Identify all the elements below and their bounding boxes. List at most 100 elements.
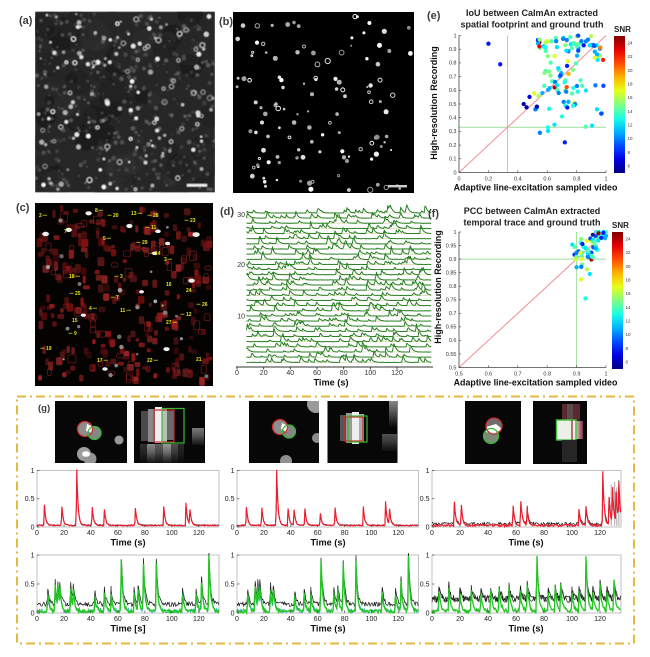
svg-text:14: 14	[626, 305, 632, 310]
svg-text:spatial footprint and ground t: spatial footprint and ground truth	[461, 20, 604, 30]
svg-text:100: 100	[566, 530, 578, 537]
svg-text:0.8: 0.8	[573, 177, 581, 183]
svg-text:0.3: 0.3	[449, 129, 457, 135]
svg-text:40: 40	[484, 530, 492, 537]
svg-text:10: 10	[237, 314, 245, 321]
svg-text:24: 24	[628, 40, 634, 45]
svg-text:1: 1	[231, 552, 235, 559]
svg-text:0.2: 0.2	[485, 177, 493, 183]
svg-text:0.6: 0.6	[449, 88, 457, 94]
svg-text:0.85: 0.85	[446, 270, 457, 276]
svg-text:0.7: 0.7	[514, 372, 522, 378]
svg-text:60: 60	[512, 616, 520, 623]
svg-text:120: 120	[193, 530, 205, 537]
svg-text:80: 80	[141, 616, 149, 623]
svg-text:12: 12	[626, 319, 632, 324]
svg-text:14: 14	[155, 251, 161, 257]
svg-text:22: 22	[147, 358, 153, 364]
svg-text:26: 26	[202, 302, 208, 308]
svg-text:20: 20	[60, 616, 68, 623]
svg-text:2: 2	[39, 213, 42, 219]
svg-text:0: 0	[231, 610, 235, 617]
svg-text:1: 1	[31, 552, 35, 559]
svg-text:28: 28	[153, 213, 159, 219]
svg-text:Time [s]: Time [s]	[110, 624, 145, 634]
svg-text:120: 120	[392, 530, 404, 537]
svg-text:14: 14	[628, 109, 634, 114]
svg-text:0: 0	[430, 616, 434, 623]
svg-text:40: 40	[287, 616, 295, 623]
svg-text:High-resolution Recording: High-resolution Recording	[433, 230, 443, 344]
svg-text:1: 1	[31, 468, 35, 475]
svg-text:1: 1	[231, 468, 235, 475]
svg-text:80: 80	[540, 530, 548, 537]
svg-text:20: 20	[628, 68, 634, 73]
svg-text:1: 1	[426, 552, 430, 559]
svg-text:Time (s): Time (s)	[310, 624, 345, 634]
svg-text:120: 120	[392, 616, 404, 623]
svg-text:0: 0	[35, 530, 39, 537]
svg-text:12: 12	[628, 123, 634, 128]
svg-text:(c): (c)	[16, 202, 30, 214]
svg-text:12: 12	[186, 312, 192, 318]
svg-text:PCC between CaImAn extracted: PCC between CaImAn extracted	[464, 206, 601, 216]
svg-text:24: 24	[186, 288, 192, 294]
svg-text:22: 22	[626, 250, 632, 255]
svg-text:21: 21	[196, 357, 202, 363]
svg-text:16: 16	[166, 282, 172, 288]
svg-text:120: 120	[594, 530, 606, 537]
svg-text:8: 8	[95, 208, 98, 214]
svg-text:0: 0	[453, 170, 456, 176]
svg-text:11: 11	[120, 308, 126, 314]
svg-text:11: 11	[151, 225, 157, 231]
svg-text:SNR: SNR	[614, 25, 631, 34]
svg-text:17: 17	[97, 358, 103, 364]
svg-text:100: 100	[366, 616, 378, 623]
svg-text:80: 80	[341, 530, 349, 537]
svg-text:(g): (g)	[38, 403, 50, 414]
svg-text:Time (s): Time (s)	[313, 378, 348, 388]
svg-text:5: 5	[103, 236, 106, 242]
svg-text:30: 30	[237, 212, 245, 219]
svg-text:0.5: 0.5	[25, 496, 35, 503]
svg-text:20: 20	[113, 213, 119, 219]
svg-text:Adaptive line-excitation sampl: Adaptive line-excitation sampled video	[454, 183, 618, 193]
svg-text:20: 20	[626, 264, 632, 269]
svg-text:0.4: 0.4	[449, 116, 457, 122]
svg-text:18: 18	[628, 82, 634, 87]
svg-text:80: 80	[141, 530, 149, 537]
svg-text:10: 10	[626, 332, 632, 337]
svg-text:Adaptive line-excitation sampl: Adaptive line-excitation sampled video	[454, 378, 618, 388]
svg-text:100: 100	[566, 616, 578, 623]
svg-text:3: 3	[120, 274, 123, 280]
svg-text:20: 20	[260, 530, 268, 537]
svg-text:22: 22	[628, 54, 634, 59]
svg-text:0.5: 0.5	[449, 365, 457, 371]
svg-text:0: 0	[31, 610, 35, 617]
svg-text:0.7: 0.7	[449, 74, 457, 80]
svg-text:7: 7	[116, 295, 119, 301]
svg-text:0.5: 0.5	[455, 372, 463, 378]
svg-text:(e): (e)	[427, 10, 441, 22]
svg-text:0.5: 0.5	[420, 581, 430, 588]
svg-text:0.9: 0.9	[449, 257, 457, 263]
svg-text:60: 60	[314, 530, 322, 537]
svg-text:100: 100	[366, 530, 378, 537]
svg-text:1: 1	[453, 33, 456, 39]
svg-text:0.2: 0.2	[449, 143, 457, 149]
svg-text:0.75: 0.75	[446, 298, 457, 304]
svg-text:0: 0	[235, 370, 239, 377]
svg-text:100: 100	[166, 616, 178, 623]
svg-text:60: 60	[114, 616, 122, 623]
svg-text:29: 29	[142, 240, 148, 246]
svg-text:40: 40	[87, 616, 95, 623]
svg-text:3: 3	[164, 257, 167, 263]
svg-text:120: 120	[391, 370, 403, 377]
svg-text:60: 60	[313, 370, 321, 377]
svg-text:24: 24	[626, 236, 632, 241]
svg-text:6: 6	[628, 164, 631, 169]
svg-text:0.6: 0.6	[485, 372, 493, 378]
svg-text:0: 0	[426, 610, 430, 617]
svg-text:40: 40	[87, 530, 95, 537]
svg-text:0: 0	[457, 177, 460, 183]
